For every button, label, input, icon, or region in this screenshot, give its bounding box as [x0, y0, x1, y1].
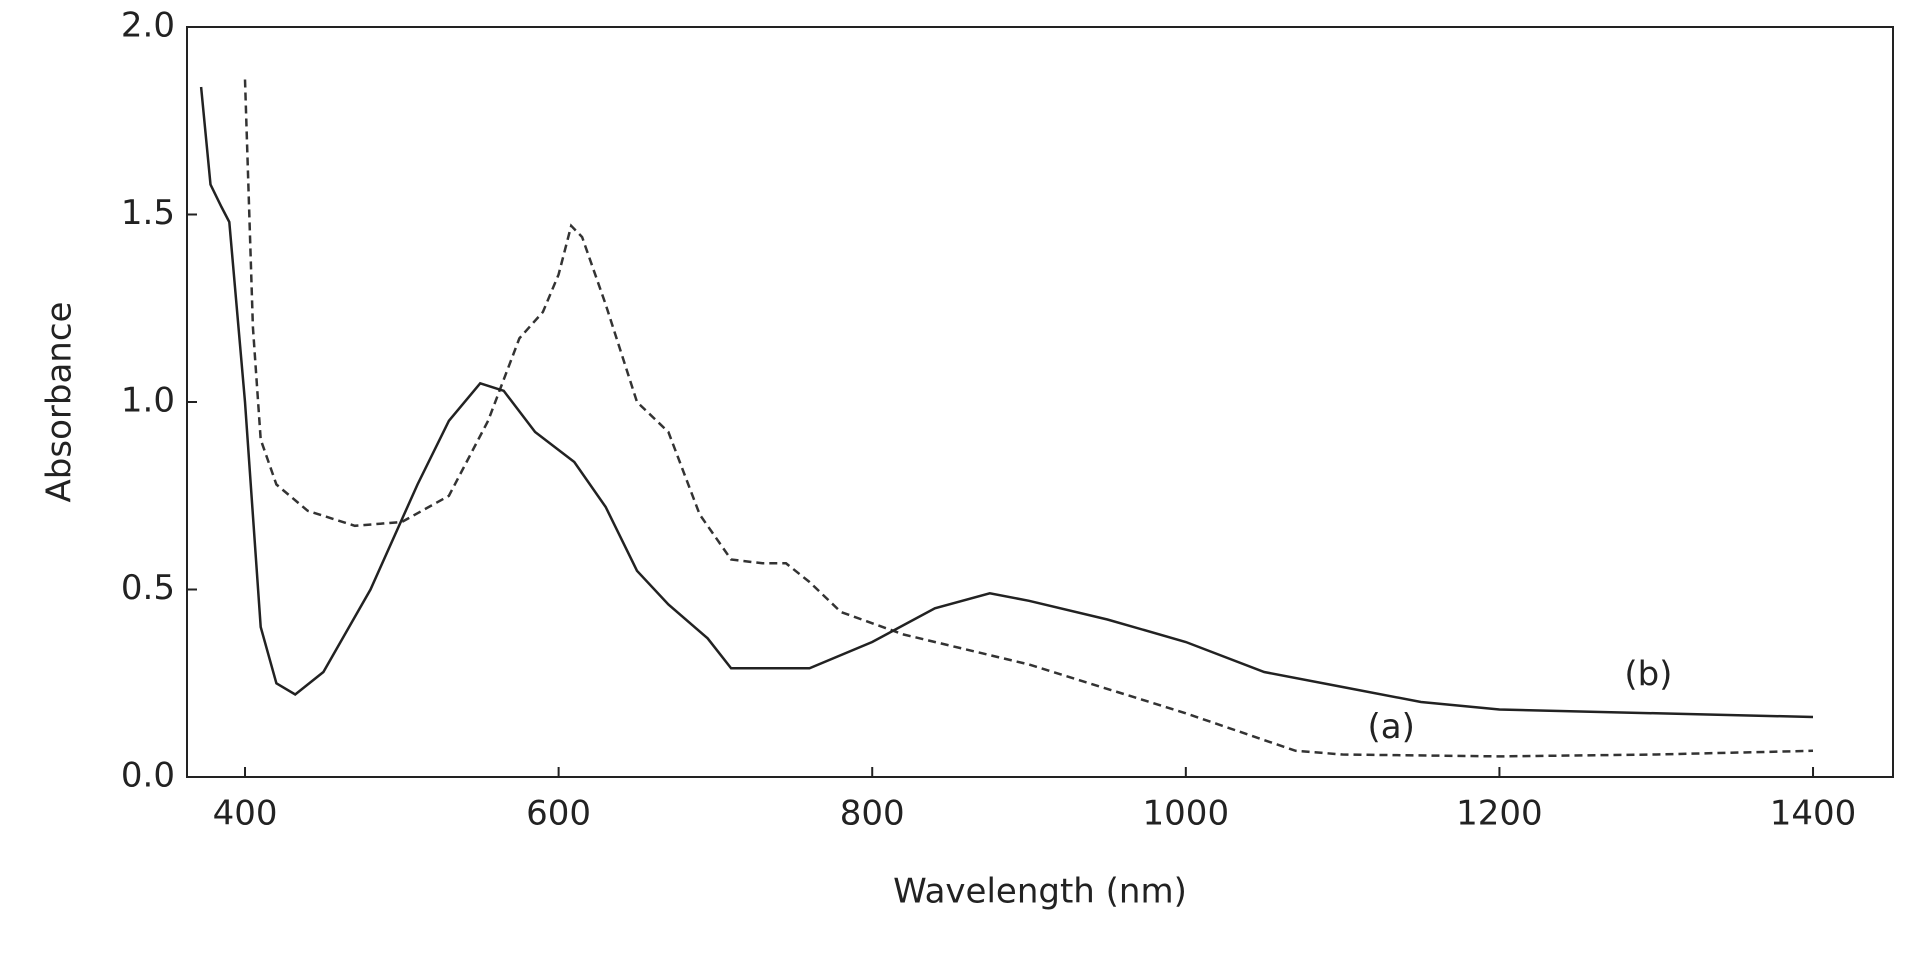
data-line [199, 86, 1814, 719]
y-tick-label: 0.0 [121, 756, 175, 796]
y-tick-label: 1.5 [121, 193, 175, 233]
series-label: (b) [1624, 654, 1672, 694]
x-tick-label: 600 [526, 794, 591, 834]
y-axis-label: Absorbance [40, 302, 80, 503]
series-label: (a) [1368, 707, 1415, 747]
y-tick-label: 0.5 [121, 568, 175, 608]
y-tick-label: 1.0 [121, 381, 175, 421]
x-tick-label: 400 [213, 794, 278, 834]
data-line [243, 79, 1814, 758]
x-tick-label: 1000 [1143, 794, 1230, 834]
x-tick-label: 1200 [1456, 794, 1543, 834]
x-axis-label: Wavelength (nm) [893, 872, 1187, 912]
y-tick-label: 2.0 [121, 6, 175, 46]
x-tick-label: 1400 [1770, 794, 1857, 834]
x-tick-label: 800 [840, 794, 905, 834]
